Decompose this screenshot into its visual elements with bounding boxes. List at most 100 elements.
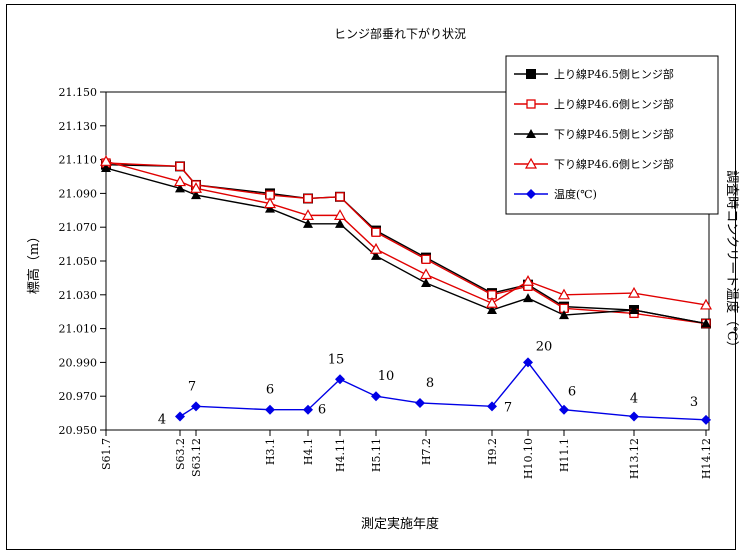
data-point — [419, 268, 433, 280]
data-point — [699, 298, 713, 310]
legend-item: 上り線P46.5側ヒンジ部 — [514, 67, 674, 81]
data-label: 6 — [266, 383, 274, 398]
data-label: 3 — [690, 395, 698, 410]
y-axis: 21.150 21.130 21.110 21.090 21.070 21.050 21.0… — [59, 86, 106, 437]
data-point — [371, 227, 381, 237]
y-tick-label: 21.070 — [59, 221, 98, 234]
data-point — [627, 286, 641, 298]
data-point — [701, 318, 711, 328]
data-point — [559, 404, 569, 415]
y-tick-label: 21.090 — [59, 187, 98, 200]
y-tick-label: 21.150 — [59, 86, 98, 99]
y-tick-label: 20.970 — [59, 390, 98, 403]
data-point — [335, 192, 345, 202]
data-point — [526, 99, 536, 109]
data-point — [335, 218, 345, 228]
x-tick-label: H4.11 — [334, 438, 347, 472]
x-axis: S61.7 S63.2 S63.12 H3.1 H4.1 H4.11 H5.11 H7.2 H9… — [100, 430, 713, 479]
data-point — [189, 182, 203, 193]
data-label: 6 — [318, 403, 326, 418]
x-tick-label: H3.1 — [264, 438, 277, 465]
data-point — [191, 190, 201, 200]
legend-box — [505, 55, 719, 215]
data-point — [335, 374, 345, 385]
data-point — [303, 404, 313, 415]
chart-title: ヒンジ部垂れ下がり状況 — [334, 26, 466, 41]
series-3 — [101, 163, 711, 328]
data-point — [421, 277, 431, 287]
x-tick-label: H11.1 — [558, 438, 571, 472]
data-point — [485, 297, 499, 308]
legend-label: 上り線P46.5側ヒンジ部 — [554, 67, 674, 81]
data-label: 7 — [504, 400, 512, 415]
x-tick-label: S61.7 — [100, 438, 113, 470]
series-line — [179, 361, 707, 421]
data-point — [487, 401, 497, 412]
data-point — [526, 69, 536, 79]
series-4 — [99, 155, 713, 310]
data-point — [303, 218, 313, 228]
data-label: 8 — [426, 376, 434, 391]
data-point — [559, 310, 569, 320]
chart-frame — [6, 4, 736, 550]
y-tick-label: 20.990 — [59, 356, 98, 369]
data-point — [263, 197, 277, 209]
data-point — [191, 401, 201, 412]
x-tick-label: H13.12 — [628, 438, 641, 479]
x-tick-label: S63.12 — [190, 438, 203, 477]
data-label: 10 — [378, 369, 395, 384]
data-label: 20 — [536, 339, 553, 354]
x-tick-label: H9.2 — [486, 438, 499, 465]
data-point — [265, 404, 275, 415]
data-point — [523, 357, 533, 368]
data-point — [99, 155, 113, 166]
data-label: 7 — [188, 379, 196, 394]
data-point — [524, 157, 538, 169]
x-tick-label: S63.2 — [174, 438, 187, 470]
data-point — [701, 414, 711, 425]
data-point — [629, 411, 639, 422]
series-5 — [175, 357, 711, 425]
legend-item: 上り線P46.6側ヒンジ部 — [514, 97, 674, 111]
data-point — [175, 411, 185, 422]
x-tick-label: H4.1 — [302, 438, 315, 465]
data-point — [629, 305, 639, 315]
legend-label: 下り線P46.5側ヒンジ部 — [554, 127, 674, 141]
y2-axis-label: 調査時コンクリート温度（℃） — [724, 170, 740, 354]
data-point — [523, 293, 533, 303]
data-point — [175, 183, 185, 193]
x-tick-label: H10.10 — [522, 438, 535, 479]
data-point — [415, 397, 425, 408]
y-tick-label: 20.950 — [59, 424, 98, 437]
data-point — [371, 391, 381, 402]
data-point — [173, 175, 187, 187]
series-group — [99, 155, 713, 425]
x-tick-label: H5.11 — [370, 438, 383, 472]
y-tick-label: 21.050 — [59, 255, 98, 268]
data-point — [175, 161, 185, 172]
data-point — [371, 250, 381, 260]
data-point — [526, 129, 536, 138]
x-axis-label: 測定実施年度 — [361, 516, 439, 532]
data-label: 4 — [158, 412, 166, 427]
x-tick-label: H14.12 — [700, 438, 713, 479]
legend-item: 下り線P46.6側ヒンジ部 — [514, 157, 674, 171]
data-point — [333, 209, 347, 220]
temperature-data-labels: 4 7 6 6 15 10 8 7 20 6 4 3 — [158, 339, 698, 427]
data-point — [526, 189, 536, 199]
data-label: 6 — [568, 385, 576, 400]
data-point — [421, 254, 431, 264]
y-tick-label: 21.030 — [59, 289, 98, 302]
y-tick-label: 21.010 — [59, 323, 98, 336]
data-point — [303, 193, 313, 204]
data-point — [101, 163, 111, 173]
data-label: 15 — [328, 352, 345, 367]
y-tick-label: 21.130 — [59, 120, 98, 133]
legend: 上り線P46.5側ヒンジ部上り線P46.6側ヒンジ部下り線P46.5側ヒンジ部下… — [505, 55, 719, 215]
y-tick-label: 21.110 — [59, 154, 98, 167]
y-axis-label: 標高（m） — [26, 230, 42, 294]
data-point — [487, 305, 497, 315]
data-point — [369, 242, 383, 254]
x-tick-label: H7.2 — [420, 438, 433, 465]
